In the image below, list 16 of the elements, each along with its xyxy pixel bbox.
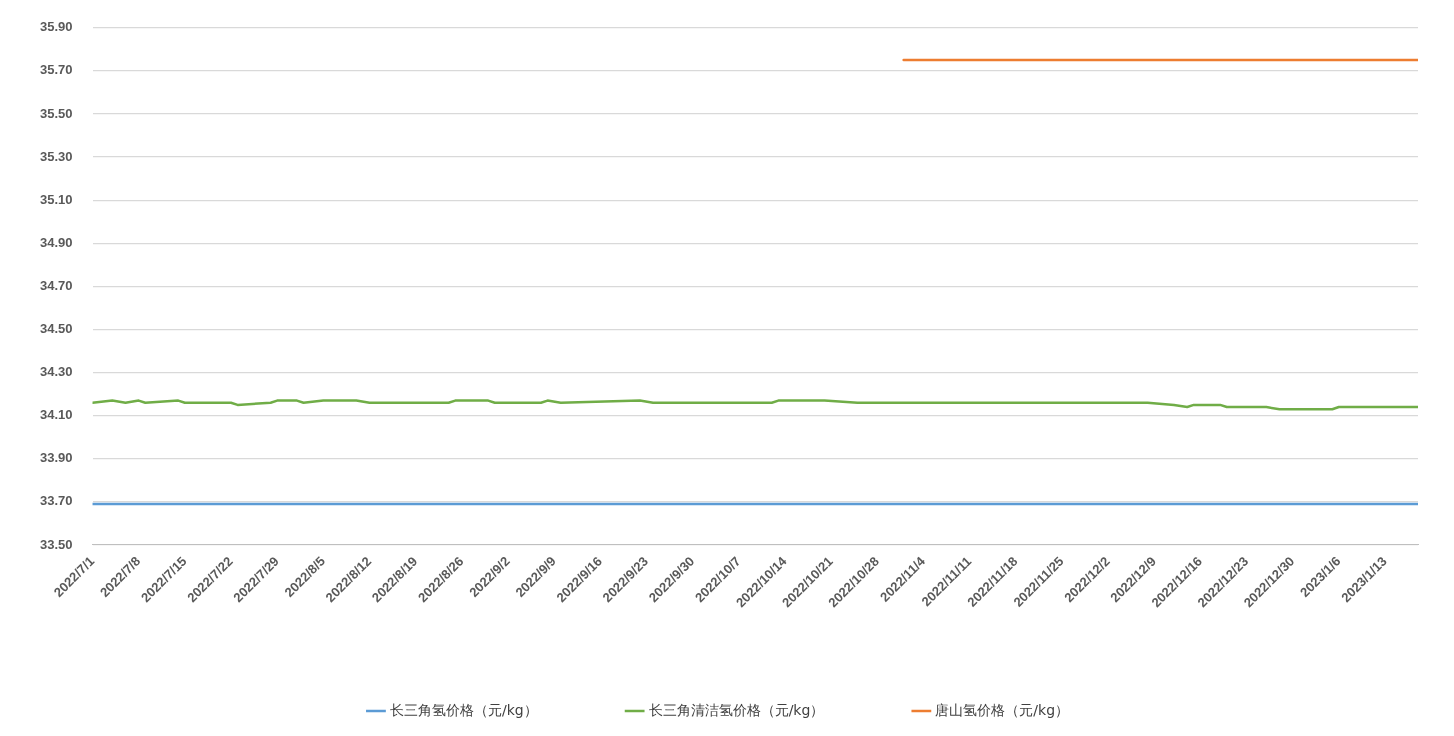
legend-label: 长三角氢价格（元/kg） [389,701,538,718]
y-tick-label: 35.70 [39,62,73,78]
legend-label: 唐山氢价格（元/kg） [935,701,1070,718]
y-tick-label: 34.70 [39,277,73,293]
legend-label: 长三角清洁氢价格（元/kg） [648,701,825,718]
y-tick-label: 33.50 [39,536,73,552]
y-tick-label: 33.70 [39,493,73,509]
y-tick-label: 35.90 [39,19,73,35]
y-tick-label: 35.30 [39,148,73,164]
y-tick-label: 33.90 [39,450,73,466]
y-tick-label: 35.10 [39,191,73,207]
y-tick-label: 34.90 [39,234,73,250]
y-tick-label: 34.50 [39,321,73,337]
y-tick-label: 34.30 [39,364,73,380]
y-tick-label: 34.10 [39,407,73,423]
y-tick-label: 35.50 [39,105,73,121]
